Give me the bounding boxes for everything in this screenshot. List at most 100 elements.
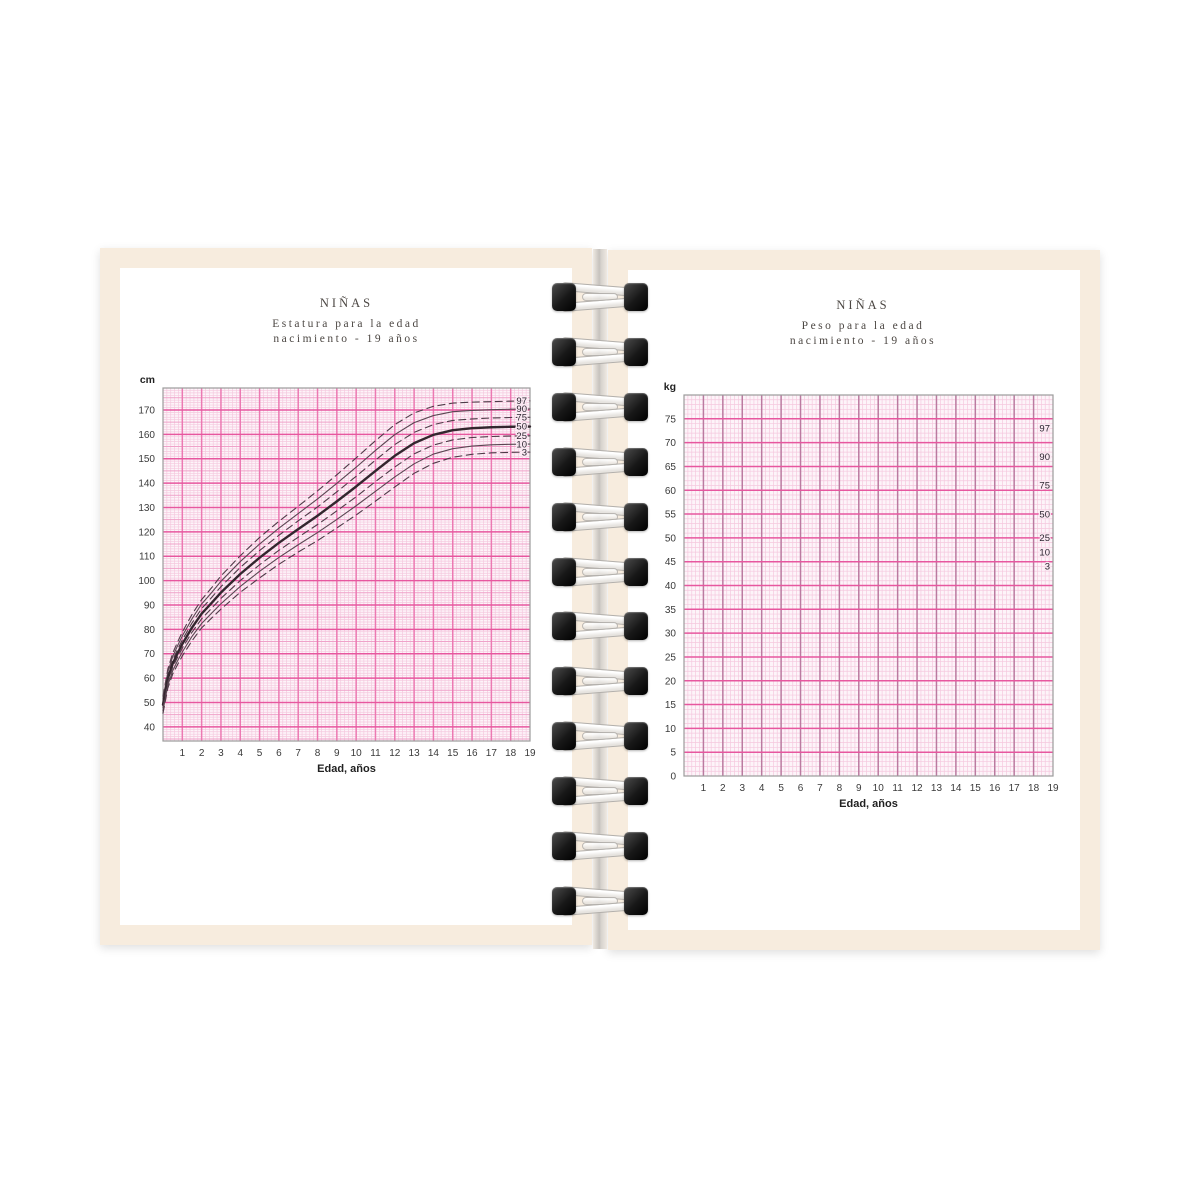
y-tick-label: 25 [665,652,677,663]
binding-cap [624,557,648,586]
x-tick-label: 11 [892,783,903,794]
y-tick-label: 100 [138,576,155,587]
x-tick-label: 13 [409,748,421,759]
binding-ring [552,336,648,367]
y-tick-label: 70 [665,438,677,449]
binding-ring [552,281,648,313]
y-tick-label: 10 [665,724,677,735]
binding-cap [552,447,576,476]
x-tick-label: 6 [276,748,282,759]
x-tick-label: 8 [837,783,843,794]
binding-cap [624,337,648,366]
percentile-label-3: 3 [1045,562,1050,573]
weight-for-age-svg: 9790755025103051015202530354045505560657… [664,381,1059,810]
stature-for-age-chart: 97 90 75 50 25 10 3 40 50 60 70 80 90 100 110 120 130 140… [130,370,563,790]
x-tick-label: 18 [505,748,517,759]
x-tick-label: 3 [739,783,745,794]
binding-cap [552,832,576,860]
percentile-label-90: 90 [1039,452,1050,463]
binding-cap [624,392,648,421]
y-tick-label: 45 [665,557,677,568]
right-page-subtitle: Peso para la edad [801,320,925,332]
percentile-label-75: 75 [516,412,527,423]
x-tick-label: 10 [351,748,363,759]
binding-cap [624,832,648,860]
percentile-curve-3 [162,451,531,714]
x-tick-label: 14 [428,748,440,759]
percentile-curve-10 [162,443,531,712]
percentile-label-90: 90 [516,404,527,415]
x-tick-label: 7 [817,783,823,794]
binding-cap [624,283,648,311]
plot-border [162,387,531,742]
x-tick-label: 16 [989,783,1001,794]
percentile-label-97: 97 [516,396,527,407]
y-tick-label: 50 [665,533,677,544]
binding-ring [552,830,648,862]
x-tick-label: 14 [950,783,962,794]
y-tick-label: 55 [665,510,677,521]
y-axis-unit-label: cm [140,374,155,386]
plot-border [683,394,1054,777]
y-tick-label: 60 [144,674,156,685]
x-tick-label: 1 [180,748,186,759]
y-tick-label: 40 [665,581,677,592]
binding-ring [552,501,648,532]
percentile-label-97: 97 [1039,424,1050,435]
percentile-label-3: 3 [522,447,527,458]
binding-cap [552,886,576,915]
binding-ring [552,611,648,642]
x-tick-label: 8 [315,748,321,759]
y-tick-label: 75 [665,414,677,425]
y-tick-label: 40 [144,722,156,733]
percentile-curve-97 [162,400,531,697]
binding-ring [552,885,648,916]
right-page-range: nacimiento - 19 años [789,335,937,347]
y-tick-label: 35 [665,605,677,616]
x-tick-label: 3 [218,748,224,759]
x-tick-label: 10 [873,783,885,794]
right-title-block: NIÑAS Peso para la edad nacimiento - 19 … [648,298,1078,349]
x-tick-label: 5 [257,748,263,759]
binding-cap [552,722,576,751]
binding-cap [624,667,648,696]
x-tick-label: 12 [389,748,401,759]
binding-cap [624,447,648,476]
right-page-title: NIÑAS [836,298,890,312]
percentile-label-25: 25 [516,431,527,442]
binding-cap [552,612,576,641]
binding-cap [552,283,576,311]
x-tick-label: 17 [486,748,498,759]
percentile-curve-90 [162,408,531,700]
percentile-curve-50 [161,425,532,706]
y-tick-label: 15 [665,700,677,711]
left-title-block: NIÑAS Estatura para la edad nacimiento -… [130,296,563,347]
percentile-label-50: 50 [516,422,527,433]
binding-ring [552,776,648,807]
y-tick-label: 110 [139,552,155,563]
percentile-label-10: 10 [516,439,527,450]
weight-for-age-chart: 97 90 75 50 25 10 3 0 5 10 15 20 25 30 35 40 45 50 55 60 65 7… [648,370,1078,815]
y-tick-label: 140 [138,479,155,490]
x-tick-label: 1 [701,783,707,794]
y-tick-label: 65 [665,462,677,473]
binding-cap [624,722,648,751]
binding-cap [552,337,576,366]
y-tick-label: 150 [138,454,155,465]
x-tick-label: 15 [447,748,459,759]
y-axis-unit-label: kg [664,381,676,393]
binding-cap [552,777,576,806]
y-tick-label: 130 [138,503,155,514]
binding-ring [552,556,648,587]
percentile-label-10: 10 [1039,547,1050,558]
y-tick-label: 120 [138,527,155,538]
x-tick-label: 5 [778,783,784,794]
x-tick-label: 19 [1047,783,1059,794]
y-tick-label: 80 [144,625,156,636]
spine-gap [593,249,607,949]
x-tick-label: 4 [237,748,243,759]
percentile-curve-75 [162,416,531,703]
